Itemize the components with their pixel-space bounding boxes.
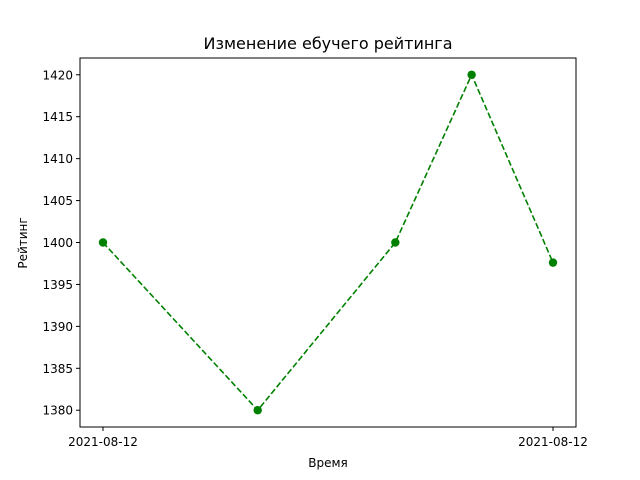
plot-area [79, 57, 577, 428]
y-tick-label: 1405 [42, 194, 73, 208]
y-tick-label: 1410 [42, 152, 73, 166]
x-tick-label: 2021-08-12 [518, 435, 588, 449]
y-tick-label: 1415 [42, 110, 73, 124]
x-axis: 2021-08-12 2021-08-12 [68, 427, 588, 449]
x-axis-label: Время [308, 456, 348, 470]
y-tick-label: 1380 [42, 404, 73, 418]
series-layer [98, 70, 558, 415]
y-tick-label: 1390 [42, 320, 73, 334]
x-tick-label: 2021-08-12 [68, 435, 138, 449]
chart-title: Изменение ебучего рейтинга [203, 34, 452, 53]
y-axis-label: Рейтинг [16, 217, 30, 268]
y-tick-label: 1420 [42, 68, 73, 82]
data-point [98, 238, 108, 247]
y-tick-label: 1400 [42, 236, 73, 250]
data-point [467, 70, 476, 79]
series-line [102, 72, 554, 412]
data-point [253, 406, 262, 415]
data-point [548, 258, 558, 267]
y-tick-label: 1395 [42, 278, 73, 292]
y-axis: 1380 1385 1390 1395 1400 1405 1410 1415 1420 [42, 68, 80, 418]
data-point [391, 238, 400, 247]
y-tick-label: 1385 [42, 362, 73, 376]
